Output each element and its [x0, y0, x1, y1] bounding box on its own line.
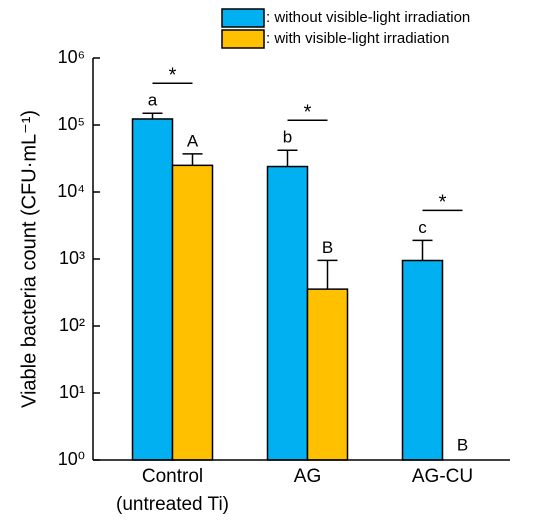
bar — [171, 164, 214, 461]
bar — [306, 288, 349, 461]
letter-label: a — [148, 91, 158, 110]
x-tick-label: AG-CU — [412, 466, 473, 487]
letter-label: b — [283, 128, 292, 147]
bar — [266, 165, 309, 461]
significance-star: * — [439, 192, 447, 214]
x-tick-line: Control — [142, 466, 203, 487]
x-tick-label: AG — [294, 466, 321, 487]
significance-star: * — [169, 64, 177, 86]
legend-swatch — [221, 8, 265, 28]
letter-label: A — [187, 131, 199, 150]
legend-label: : without visible-light irradiation — [266, 9, 470, 26]
significance-star: * — [304, 102, 312, 124]
letter-label: B — [322, 238, 333, 257]
y-tick-label: 10² — [59, 315, 85, 335]
y-tick-label: 10⁰ — [58, 449, 85, 469]
letter-label: B — [457, 435, 468, 454]
y-tick-label: 10¹ — [59, 382, 85, 402]
y-tick-label: 10⁶ — [58, 47, 85, 67]
x-tick-line: AG-CU — [412, 466, 473, 487]
x-tick-label: Control (untreated Ti) — [116, 466, 229, 515]
legend-swatch — [221, 29, 265, 49]
bar — [401, 259, 444, 461]
x-tick-line: AG — [294, 466, 321, 487]
x-tick-line: (untreated Ti) — [116, 494, 229, 515]
y-tick-label: 10⁴ — [57, 181, 85, 201]
y-tick-label: 10³ — [59, 248, 85, 268]
y-tick-label: 10⁵ — [58, 114, 85, 134]
letter-label: c — [418, 218, 427, 237]
y-axis-label: Viable bacteria count (CFU·mL⁻¹) — [18, 110, 40, 408]
legend-label: : with visible-light irradiation — [266, 30, 449, 47]
bar — [131, 118, 174, 461]
